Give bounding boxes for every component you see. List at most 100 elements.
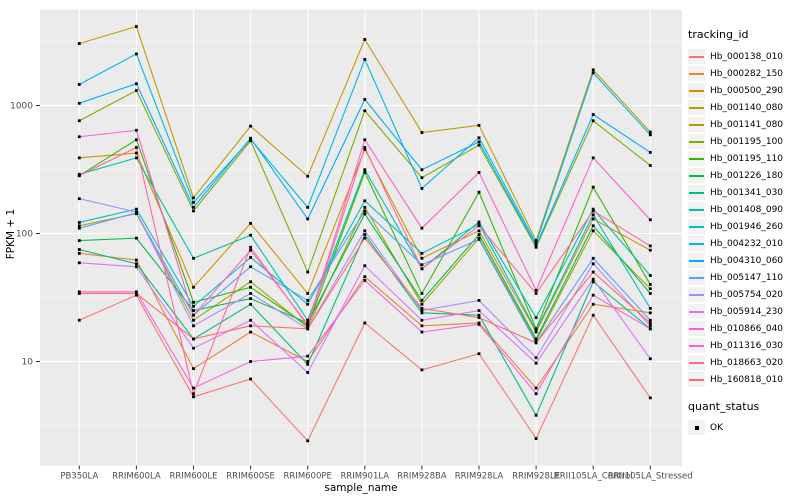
data-point (249, 256, 252, 259)
data-point (306, 217, 310, 221)
legend-item-label: Hb_001226_180 (710, 170, 784, 181)
data-point (477, 352, 481, 356)
legend-item-label: Hb_010866_040 (710, 323, 784, 334)
legend-item-Hb_005754_020: Hb_005754_020 (688, 286, 783, 303)
data-point (648, 357, 652, 361)
legend-item-Hb_001226_180: Hb_001226_180 (688, 167, 783, 184)
x-tick-label: RRIM928LA (455, 472, 504, 482)
legend-item-Hb_005147_110: Hb_005147_110 (688, 269, 783, 286)
legend-key-swatch (688, 168, 705, 183)
data-point (135, 25, 138, 28)
data-point (192, 346, 195, 350)
legend-title-quant-status: quant_status (688, 400, 760, 413)
data-point (534, 241, 538, 245)
data-point (420, 299, 424, 302)
data-point (534, 361, 538, 365)
data-point (363, 168, 367, 172)
data-point (306, 439, 310, 443)
data-point (477, 309, 481, 312)
data-point (363, 321, 367, 325)
data-point (192, 205, 195, 209)
data-point (591, 207, 595, 211)
data-point (306, 324, 310, 328)
legend-key-line (689, 276, 704, 279)
data-point (420, 318, 424, 322)
data-point (648, 133, 652, 137)
data-point (249, 324, 252, 328)
legend-item-label: Hb_001141_080 (710, 119, 784, 130)
data-point (77, 197, 81, 201)
x-tick-label: RRIM928BA (397, 472, 447, 482)
data-point (648, 151, 652, 154)
data-point (192, 256, 195, 260)
data-point (591, 229, 595, 233)
data-point (77, 83, 81, 86)
data-point (249, 124, 252, 128)
legend-key-swatch (688, 321, 705, 336)
data-point (363, 147, 367, 151)
data-point (135, 156, 138, 160)
y-tick-label: 1000 (10, 102, 33, 112)
data-point (192, 395, 195, 399)
legend-item-Hb_001946_260: Hb_001946_260 (688, 218, 783, 235)
data-point (249, 221, 252, 225)
data-point (477, 136, 481, 140)
data-point (591, 293, 595, 297)
data-point (420, 131, 424, 134)
data-point (135, 262, 138, 266)
data-point (77, 224, 81, 228)
x-tick-label: RRIM600LE (170, 472, 218, 482)
data-point (591, 270, 595, 274)
legend-item-label: Hb_001195_100 (710, 136, 784, 147)
legend-item-label: OK (710, 422, 723, 433)
legend-item-label: Hb_001946_260 (710, 221, 784, 232)
legend-item-Hb_001141_080: Hb_001141_080 (688, 116, 783, 133)
data-point (306, 325, 310, 329)
data-point (648, 244, 652, 248)
legend-item-label: Hb_004310_060 (710, 255, 784, 266)
data-point (591, 185, 595, 189)
x-tick-label: RRII105LA_Stressed (608, 472, 693, 482)
legend-item-Hb_011316_030: Hb_011316_030 (688, 337, 783, 354)
legend-key-swatch (688, 151, 705, 166)
legend-key-swatch (688, 185, 705, 200)
y-axis-title: FPKM + 1 (5, 208, 17, 260)
data-point (534, 328, 538, 332)
legend: tracking_id Hb_000138_010 Hb_000282_150 Hb… (688, 28, 783, 436)
legend-key-line (689, 327, 704, 330)
data-point (306, 371, 310, 374)
data-point (591, 68, 595, 72)
data-point (648, 311, 652, 315)
data-point (363, 233, 367, 237)
data-point (135, 290, 138, 294)
x-tick-label: RRII105LA_Control (554, 472, 633, 482)
legend-key-swatch (688, 372, 705, 387)
data-point (591, 217, 595, 221)
legend-item-Hb_001195_110: Hb_001195_110 (688, 150, 783, 167)
data-point (249, 285, 252, 289)
data-point (534, 244, 538, 248)
series-points-Hb_010866_040 (77, 279, 652, 396)
data-point (77, 292, 81, 295)
data-point (591, 113, 595, 116)
data-point (648, 292, 652, 295)
data-point (249, 318, 252, 322)
legend-key-line (689, 89, 704, 92)
data-point (648, 218, 652, 222)
data-point (477, 123, 481, 127)
panel-content (40, 9, 682, 466)
legend-key-line (689, 310, 704, 313)
data-point (420, 330, 424, 334)
data-point (192, 318, 195, 322)
series-points-Hb_011316_030 (77, 128, 652, 326)
data-point (192, 196, 195, 200)
x-tick-label: RRIM600SE (226, 472, 275, 482)
legend-item-label: Hb_000282_150 (710, 68, 784, 79)
data-point (363, 275, 367, 279)
legend-key-line (689, 208, 704, 211)
y-tick-label: 100 (16, 230, 33, 240)
legend-key-line (689, 242, 704, 245)
legend-key-line (689, 157, 704, 160)
legend-item-Hb_000138_010: Hb_000138_010 (688, 48, 783, 65)
